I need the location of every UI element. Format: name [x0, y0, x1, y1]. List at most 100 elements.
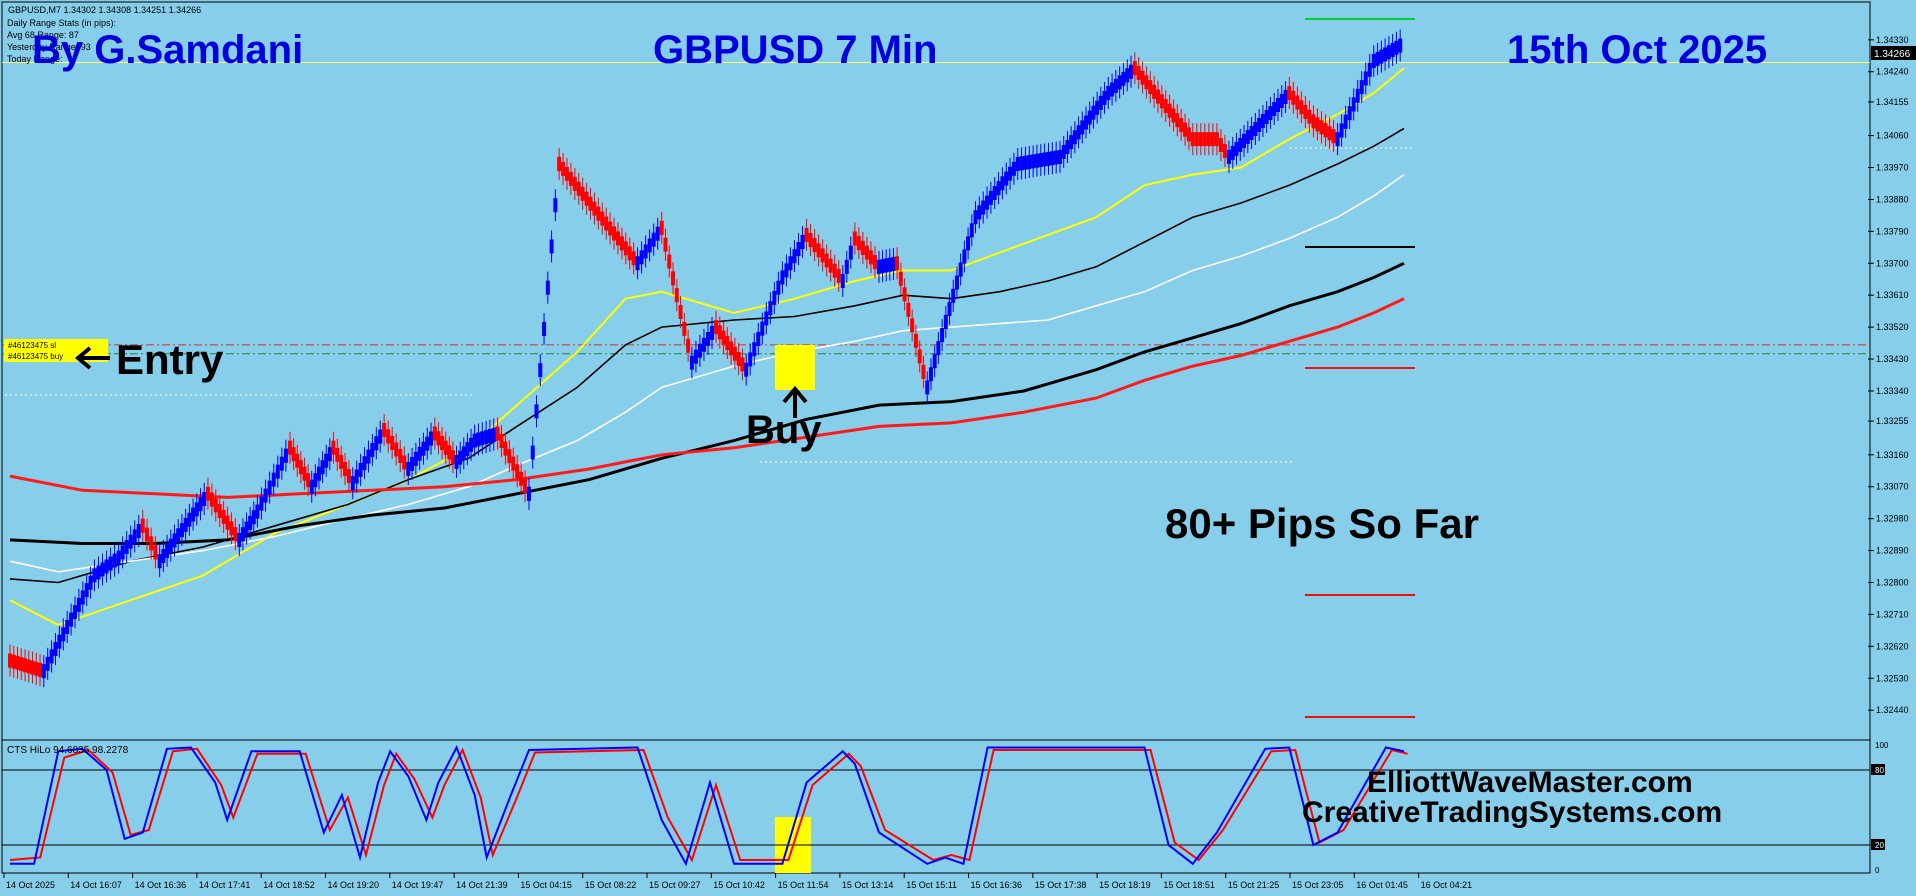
renko-brick-345: [1339, 123, 1344, 138]
stats-line-3: Yesterday Range: 93: [7, 42, 91, 52]
renko-brick-112: [440, 435, 445, 450]
price-label-11: 1.33340: [1876, 386, 1909, 396]
renko-brick-107: [421, 441, 426, 456]
renko-brick-208: [812, 238, 817, 253]
renko-brick-51: [205, 486, 210, 501]
renko-brick-319: [1238, 137, 1243, 152]
renko-brick-285: [1106, 86, 1111, 101]
renko-brick-192: [748, 352, 753, 367]
hilo-oscillator: [2, 745, 1870, 867]
renko-brick-266: [1034, 153, 1039, 168]
renko-brick-295: [1144, 75, 1149, 90]
renko-brick-172: [671, 271, 676, 286]
renko-brick-140: [545, 280, 550, 295]
renko-brick-308: [1194, 132, 1199, 147]
renko-brick-258: [1004, 171, 1009, 186]
renko-brick-220: [860, 240, 865, 255]
renko-brick-270: [1050, 151, 1055, 166]
renko-brick-142: [553, 198, 558, 213]
renko-brick-203: [792, 249, 797, 264]
renko-brick-63: [251, 510, 256, 525]
renko-brick-170: [663, 237, 668, 252]
time-label-14: 15 Oct 15:11: [906, 880, 957, 890]
renko-brick-261: [1015, 156, 1020, 171]
renko-brick-17: [72, 605, 77, 620]
renko-brick-234: [913, 333, 918, 348]
renko-brick-82: [324, 453, 329, 468]
renko-brick-210: [820, 248, 825, 263]
author-title: By G.Samdani: [32, 28, 303, 72]
osc-main-line: [10, 745, 1405, 867]
renko-brick-276: [1072, 130, 1077, 145]
renko-brick-183: [714, 320, 719, 335]
renko-brick-218: [852, 231, 857, 246]
renko-brick-129: [503, 441, 508, 456]
renko-brick-313: [1214, 132, 1219, 147]
price-axis: 1.34330 1.34240 1.34155 1.34060 1.33970 1.338…: [1868, 35, 1909, 715]
renko-brick-222: [868, 250, 873, 265]
renko-brick-120: [469, 437, 474, 452]
renko-brick-27: [112, 553, 117, 568]
renko-brick-144: [561, 161, 566, 176]
renko-brick-300: [1163, 99, 1168, 114]
renko-brick-41: [168, 538, 173, 553]
renko-brick-162: [631, 251, 636, 266]
renko-brick-34: [140, 518, 145, 533]
price-label-12: 1.33255: [1876, 416, 1909, 426]
price-label-0: 1.34330: [1876, 35, 1909, 45]
renko-brick-0: [8, 653, 12, 668]
renko-brick-179: [697, 343, 702, 358]
renko-brick-177: [689, 355, 694, 370]
time-label-7: 14 Oct 21:39: [456, 880, 508, 890]
renko-brick-320: [1242, 133, 1247, 148]
renko-brick-139: [542, 321, 547, 336]
price-label-21: 1.32440: [1876, 705, 1909, 715]
renko-brick-207: [808, 233, 813, 248]
renko-brick-84: [331, 440, 336, 455]
renko-brick-326: [1264, 109, 1269, 124]
entry-label: Entry: [116, 336, 224, 383]
renko-brick-224: [876, 259, 881, 274]
renko-brick-306: [1186, 127, 1191, 142]
renko-brick-101: [398, 448, 403, 463]
renko-brick-278: [1080, 120, 1085, 135]
renko-brick-197: [768, 301, 773, 316]
pips-so-far-label: 80+ Pips So Far: [1165, 500, 1479, 547]
renko-brick-99: [390, 435, 395, 450]
renko-brick-178: [693, 349, 698, 364]
renko-brick-301: [1167, 103, 1172, 118]
current-price-tag: [1871, 46, 1916, 60]
renko-brick-314: [1218, 138, 1223, 153]
renko-brick-141: [549, 239, 554, 254]
order-tag-buy: #46123475 buy: [8, 352, 63, 361]
renko-brick-329: [1275, 98, 1280, 112]
renko-brick-194: [756, 331, 761, 346]
renko-brick-302: [1171, 108, 1176, 123]
renko-brick-199: [776, 280, 781, 295]
renko-brick-247: [962, 249, 967, 264]
renko-brick-23: [96, 565, 101, 580]
renko-brick-282: [1095, 100, 1100, 115]
renko-brick-54: [217, 504, 222, 519]
renko-brick-90: [354, 469, 359, 484]
renko-brick-45: [183, 517, 188, 532]
price-label-3: 1.34060: [1876, 131, 1909, 141]
renko-brick-193: [752, 342, 757, 357]
renko-brick-50: [202, 492, 207, 507]
renko-brick-135: [526, 486, 531, 501]
renko-brick-15: [65, 619, 70, 634]
renko-brick-298: [1156, 89, 1160, 104]
renko-brick-136: [530, 445, 535, 460]
renko-brick-201: [784, 263, 789, 278]
renko-brick-115: [450, 450, 455, 465]
renko-brick-217: [848, 245, 853, 260]
renko-brick-310: [1202, 132, 1207, 147]
renko-brick-169: [659, 220, 664, 235]
renko-brick-118: [461, 446, 466, 461]
renko-brick-65: [259, 496, 264, 511]
time-label-22: 16 Oct 04:21: [1421, 880, 1473, 890]
price-label-2: 1.34155: [1876, 97, 1909, 107]
buy-arrow-head: [782, 385, 808, 404]
renko-brick-354: [1375, 51, 1380, 66]
